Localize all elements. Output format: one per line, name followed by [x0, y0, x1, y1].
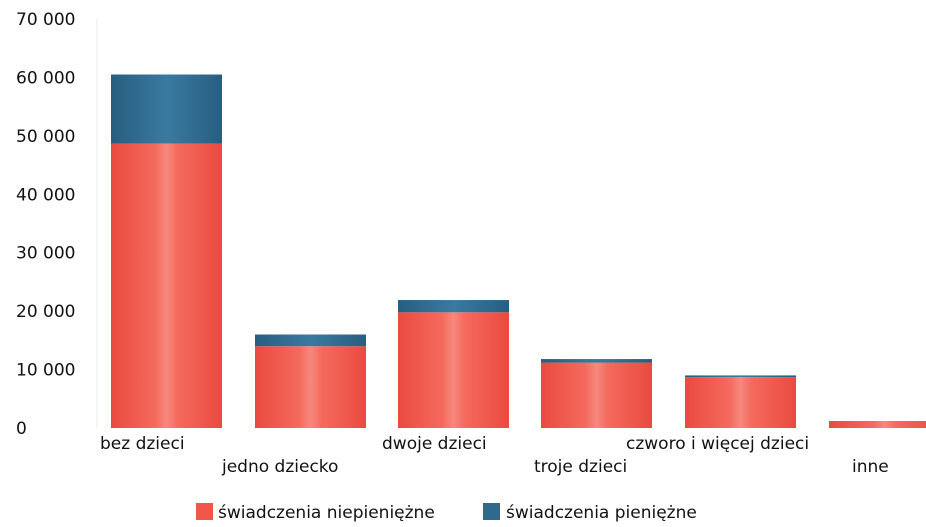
bar-segment-niepieniezne: [398, 312, 509, 428]
legend-label: świadczenia pieniężne: [506, 503, 697, 523]
bar-segment-pieniezne: [685, 375, 796, 378]
legend-swatch: [196, 503, 213, 520]
y-tick-label: 50 000: [16, 127, 75, 147]
x-axis: bez dzieci jedno dziecko dwoje dzieci troje…: [100, 434, 889, 477]
bar-segment-niepieniezne: [255, 346, 366, 428]
y-axis: 0 10 000 20 000 30 000 40 000 50 000 60 000 70 …: [16, 10, 98, 439]
y-tick-label: 70 000: [16, 10, 75, 30]
x-category-label: troje dzieci: [534, 457, 627, 477]
bar-segment-pieniezne: [255, 334, 366, 347]
y-tick-label: 0: [16, 419, 27, 439]
x-category-label: bez dzieci: [100, 434, 185, 454]
bar-segment-niepieniezne: [829, 420, 926, 428]
bar-segment-pieniezne: [398, 300, 509, 313]
y-tick-label: 10 000: [16, 361, 75, 381]
y-tick-label: 60 000: [16, 68, 75, 88]
bar-segment-pieniezne: [111, 74, 222, 144]
legend: świadczenia niepieniężne świadczenia pien…: [196, 503, 697, 523]
y-tick-label: 20 000: [16, 302, 75, 322]
x-category-label: inne: [852, 457, 889, 477]
bar-segment-niepieniezne: [111, 143, 222, 428]
legend-swatch: [483, 503, 500, 520]
bar-segment-niepieniezne: [685, 377, 796, 428]
x-category-label: dwoje dzieci: [382, 434, 487, 454]
legend-label: świadczenia niepieniężne: [218, 503, 435, 523]
bar-segment-pieniezne: [541, 359, 652, 363]
bar-segment-niepieniezne: [541, 362, 652, 428]
x-category-label: jedno dziecko: [221, 457, 338, 477]
y-tick-label: 30 000: [16, 244, 75, 264]
y-tick-label: 40 000: [16, 185, 75, 205]
bars: [111, 74, 926, 428]
x-category-label: czworo i więcej dzieci: [626, 434, 809, 454]
